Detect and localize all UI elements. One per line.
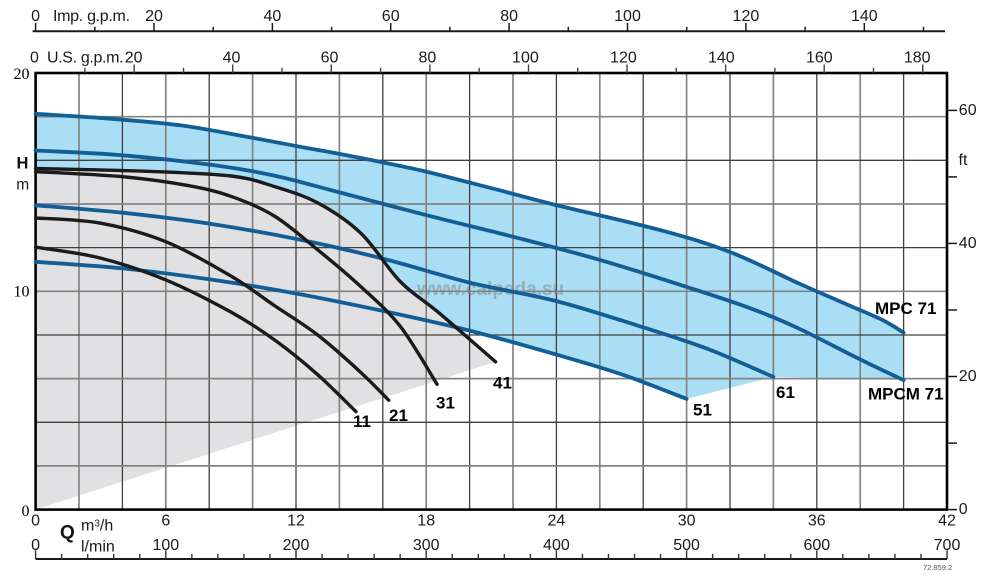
svg-text:0: 0 (22, 503, 30, 520)
svg-text:0: 0 (31, 513, 40, 530)
svg-text:U.S. g.p.m.: U.S. g.p.m. (47, 49, 123, 66)
svg-text:20: 20 (145, 8, 163, 25)
svg-text:20: 20 (125, 49, 143, 66)
svg-text:21: 21 (389, 406, 408, 425)
svg-text:20: 20 (959, 368, 977, 385)
svg-text:100: 100 (512, 49, 539, 66)
svg-text:MPC 71: MPC 71 (875, 299, 936, 318)
svg-text:6: 6 (161, 513, 170, 530)
svg-text:400: 400 (543, 537, 570, 554)
svg-text:120: 120 (610, 49, 637, 66)
svg-text:120: 120 (733, 8, 760, 25)
svg-text:18: 18 (417, 513, 435, 530)
svg-text:40: 40 (264, 8, 282, 25)
svg-text:51: 51 (693, 401, 712, 420)
svg-text:300: 300 (413, 537, 440, 554)
svg-text:72.859.2: 72.859.2 (923, 563, 952, 572)
svg-text:80: 80 (500, 8, 518, 25)
svg-text:700: 700 (934, 537, 961, 554)
svg-text:Q: Q (60, 523, 75, 544)
svg-text:42: 42 (938, 513, 956, 530)
svg-text:0: 0 (959, 501, 968, 518)
svg-text:24: 24 (548, 513, 566, 530)
svg-text:40: 40 (223, 49, 241, 66)
svg-text:ft: ft (959, 152, 968, 169)
svg-text:60: 60 (959, 102, 977, 119)
svg-text:11: 11 (353, 412, 371, 431)
svg-text:60: 60 (321, 49, 339, 66)
svg-text:61: 61 (776, 383, 795, 402)
svg-text:100: 100 (152, 537, 179, 554)
svg-text:0: 0 (31, 8, 40, 25)
svg-text:30: 30 (678, 513, 696, 530)
svg-text:600: 600 (803, 537, 830, 554)
svg-text:140: 140 (851, 8, 878, 25)
svg-text:MPCM 71: MPCM 71 (868, 385, 944, 404)
svg-text:H: H (17, 155, 29, 173)
svg-text:60: 60 (382, 8, 400, 25)
svg-text:41: 41 (493, 374, 512, 393)
svg-text:10: 10 (14, 284, 30, 301)
svg-text:140: 140 (708, 49, 735, 66)
svg-text:80: 80 (419, 49, 437, 66)
svg-text:l/min: l/min (81, 539, 115, 556)
svg-text:20: 20 (14, 66, 30, 83)
svg-text:500: 500 (673, 537, 700, 554)
svg-text:m3/h: m3/h (81, 518, 113, 535)
svg-text:0: 0 (30, 49, 39, 66)
svg-text:36: 36 (808, 513, 826, 530)
svg-text:40: 40 (959, 235, 977, 252)
svg-text:31: 31 (436, 394, 455, 413)
svg-text:180: 180 (904, 49, 931, 66)
svg-text:200: 200 (283, 537, 310, 554)
svg-text:100: 100 (614, 8, 641, 25)
svg-text:160: 160 (806, 49, 833, 66)
svg-text:0: 0 (31, 537, 40, 554)
svg-text:Imp. g.p.m.: Imp. g.p.m. (53, 8, 130, 25)
svg-text:12: 12 (287, 513, 305, 530)
svg-text:m: m (16, 177, 29, 194)
